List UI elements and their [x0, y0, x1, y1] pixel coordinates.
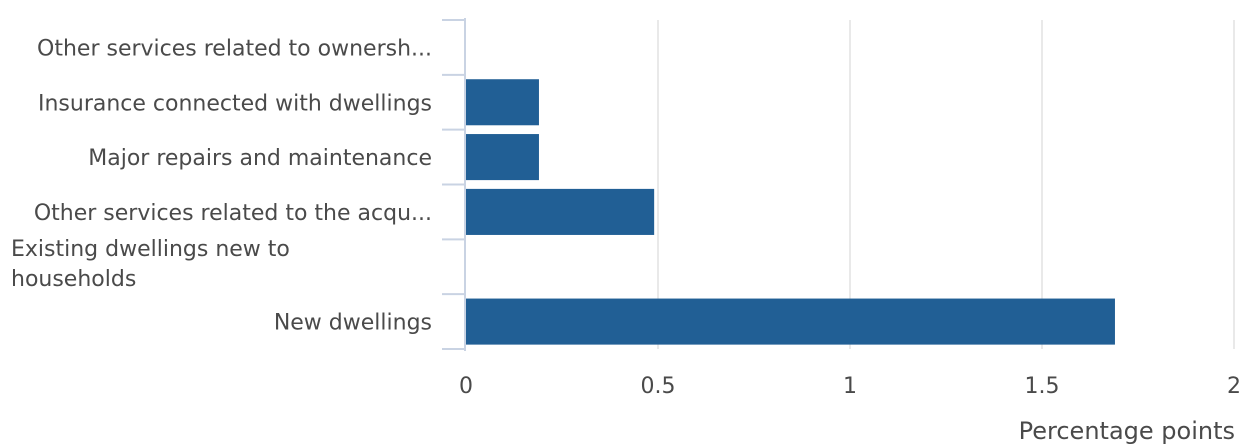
- x-axis-title: Percentage points: [1019, 417, 1235, 445]
- grid-lines: [657, 20, 1235, 349]
- category-label: Insurance connected with dwellings: [38, 91, 432, 116]
- x-tick-label: 1.5: [1025, 374, 1060, 399]
- category-label: Major repairs and maintenance: [88, 146, 432, 171]
- bar: [466, 188, 655, 235]
- x-tick-labels: 0 0.5 1 1.5 2: [459, 374, 1241, 399]
- x-tick-label: 0.5: [641, 374, 676, 399]
- category-axis: [442, 18, 466, 351]
- bar: [466, 79, 539, 126]
- category-labels: Other services related to ownersh... Insu…: [11, 36, 432, 335]
- bars: [466, 79, 1115, 345]
- category-label: Other services related to the acqu...: [34, 201, 432, 226]
- x-tick-label: 0: [459, 374, 473, 399]
- category-label: New dwellings: [274, 311, 432, 336]
- bar: [466, 298, 1115, 345]
- x-tick-label: 1: [843, 374, 857, 399]
- x-tick-label: 2: [1227, 374, 1241, 399]
- category-label: Existing dwellings new to households: [11, 237, 290, 292]
- category-label: Other services related to ownersh...: [37, 36, 432, 61]
- bar: [466, 134, 539, 181]
